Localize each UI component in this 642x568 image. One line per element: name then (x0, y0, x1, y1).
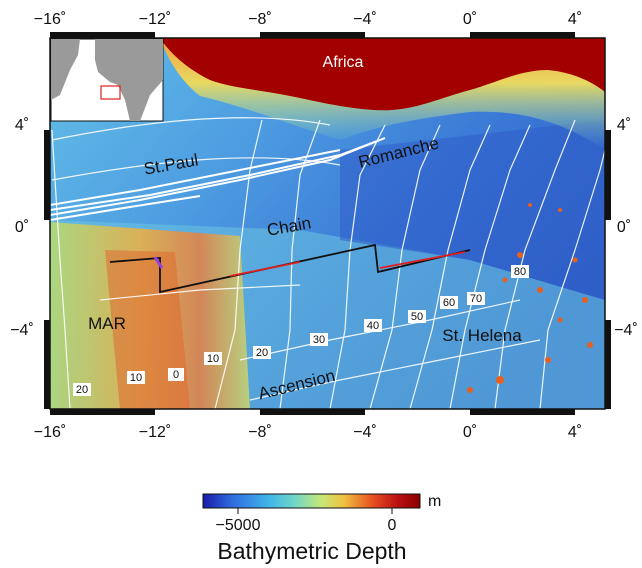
y-tick-label: 4˚ (617, 117, 631, 134)
deep-basin (340, 120, 605, 300)
svg-text:10: 10 (130, 372, 142, 384)
x-tick-label: −16˚ (34, 11, 66, 28)
isochron-label: 20 (73, 383, 91, 396)
inset-locator-map (50, 38, 164, 122)
x-tick-label: −12˚ (139, 11, 171, 28)
svg-text:70: 70 (470, 293, 482, 305)
y-tick-label: 0˚ (617, 219, 631, 236)
africa-landmass (160, 38, 605, 111)
isochron-label: 30 (310, 333, 328, 346)
isochron-label: 50 (408, 310, 426, 323)
svg-text:40: 40 (367, 320, 379, 332)
y-tick-label: −4˚ (10, 322, 34, 339)
isochron-label: 70 (467, 292, 485, 305)
svg-text:10: 10 (207, 353, 219, 365)
y-tick-label: 0˚ (15, 219, 29, 236)
x-tick-label: −4˚ (353, 424, 377, 441)
label-africa: Africa (323, 54, 364, 71)
x-tick-label: −4˚ (353, 11, 377, 28)
colorbar-tick-label: −5000 (216, 517, 261, 534)
isochron-label: 10 (204, 352, 222, 365)
inset-americas (51, 39, 80, 100)
ship-track (109, 243, 471, 294)
x-tick-label: 4˚ (568, 424, 582, 441)
svg-text:50: 50 (411, 311, 423, 323)
y-tick-label: −4˚ (614, 322, 638, 339)
map-border-ticks (44, 32, 611, 415)
x-axis-bottom: −16˚ −12˚ −8˚ −4˚ 0˚ 4˚ (34, 424, 582, 441)
isochron-label: 20 (253, 346, 271, 359)
isochron-labels: 0 10 10 20 20 30 40 50 60 70 80 (73, 265, 529, 396)
svg-text:30: 30 (313, 334, 325, 346)
colorbar-ramp (202, 493, 421, 509)
y-tick-label: 4˚ (15, 117, 29, 134)
svg-text:80: 80 (514, 266, 526, 278)
svg-text:0: 0 (173, 369, 179, 381)
y-axis-right: 4˚ 0˚ −4˚ (614, 117, 638, 339)
isochron-label: 0 (168, 368, 184, 381)
x-tick-label: 4˚ (568, 11, 582, 28)
svg-text:20: 20 (76, 384, 88, 396)
map-area (50, 38, 605, 409)
label-mar: MAR (88, 314, 126, 333)
isochron-label: 60 (440, 296, 458, 309)
inset-study-area-box (100, 85, 121, 100)
colorbar: m −5000 0 Bathymetric Depth (202, 493, 441, 564)
svg-text:20: 20 (256, 347, 268, 359)
seamounts (467, 203, 593, 393)
colorbar-tick-label: 0 (388, 517, 397, 534)
x-tick-label: 0˚ (463, 11, 477, 28)
x-tick-label: −8˚ (248, 424, 272, 441)
x-axis-top: −16˚ −12˚ −8˚ −4˚ 0˚ 4˚ (34, 11, 582, 28)
x-tick-label: −16˚ (34, 424, 66, 441)
isochron-label: 10 (127, 371, 145, 384)
svg-text:60: 60 (443, 297, 455, 309)
colorbar-unit: m (428, 493, 441, 510)
isochron-label: 40 (364, 319, 382, 332)
label-st-helena: St. Helena (442, 326, 522, 345)
x-tick-label: −12˚ (139, 424, 171, 441)
inset-africa (95, 39, 163, 121)
colorbar-title: Bathymetric Depth (217, 538, 406, 564)
x-tick-label: 0˚ (463, 424, 477, 441)
y-axis-left: 4˚ 0˚ −4˚ (10, 117, 34, 339)
x-tick-label: −8˚ (248, 11, 272, 28)
isochron-label: 80 (511, 265, 529, 278)
isochron-lines (51, 117, 605, 409)
